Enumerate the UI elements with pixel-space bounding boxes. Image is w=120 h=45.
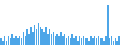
Bar <box>114 38 116 45</box>
Bar <box>47 34 49 45</box>
Bar <box>64 34 66 45</box>
Bar <box>24 36 26 45</box>
Bar <box>6 40 7 45</box>
Bar <box>79 36 81 45</box>
Bar <box>36 29 37 45</box>
Bar <box>77 40 79 45</box>
Bar <box>99 38 101 45</box>
Bar <box>17 38 19 45</box>
Bar <box>101 38 103 45</box>
Bar <box>107 4 109 45</box>
Bar <box>38 22 39 45</box>
Bar <box>88 40 90 45</box>
Bar <box>111 36 112 45</box>
Bar <box>66 38 67 45</box>
Bar <box>118 36 120 45</box>
Bar <box>116 40 118 45</box>
Bar <box>32 31 34 45</box>
Bar <box>0 38 2 45</box>
Bar <box>96 38 97 45</box>
Bar <box>8 36 9 45</box>
Bar <box>15 36 17 45</box>
Bar <box>62 36 64 45</box>
Bar <box>71 34 73 45</box>
Bar <box>109 38 111 45</box>
Bar <box>34 25 36 45</box>
Bar <box>4 36 6 45</box>
Bar <box>54 36 56 45</box>
Bar <box>68 36 69 45</box>
Bar <box>98 36 99 45</box>
Bar <box>13 38 15 45</box>
Bar <box>86 38 88 45</box>
Bar <box>94 36 96 45</box>
Bar <box>39 27 41 45</box>
Bar <box>75 36 77 45</box>
Bar <box>84 38 86 45</box>
Bar <box>92 38 94 45</box>
Bar <box>73 38 75 45</box>
Bar <box>83 36 84 45</box>
Bar <box>49 29 51 45</box>
Bar <box>69 38 71 45</box>
Bar <box>26 29 28 45</box>
Bar <box>53 31 54 45</box>
Bar <box>21 38 22 45</box>
Bar <box>60 31 62 45</box>
Bar <box>51 34 52 45</box>
Bar <box>43 31 45 45</box>
Bar <box>90 36 92 45</box>
Bar <box>11 34 13 45</box>
Bar <box>2 40 4 45</box>
Bar <box>9 38 11 45</box>
Bar <box>105 36 107 45</box>
Bar <box>103 40 105 45</box>
Bar <box>113 40 114 45</box>
Bar <box>28 34 30 45</box>
Bar <box>41 29 43 45</box>
Bar <box>58 36 60 45</box>
Bar <box>23 31 24 45</box>
Bar <box>81 38 82 45</box>
Bar <box>56 34 58 45</box>
Bar <box>19 36 21 45</box>
Bar <box>45 27 47 45</box>
Bar <box>30 27 32 45</box>
